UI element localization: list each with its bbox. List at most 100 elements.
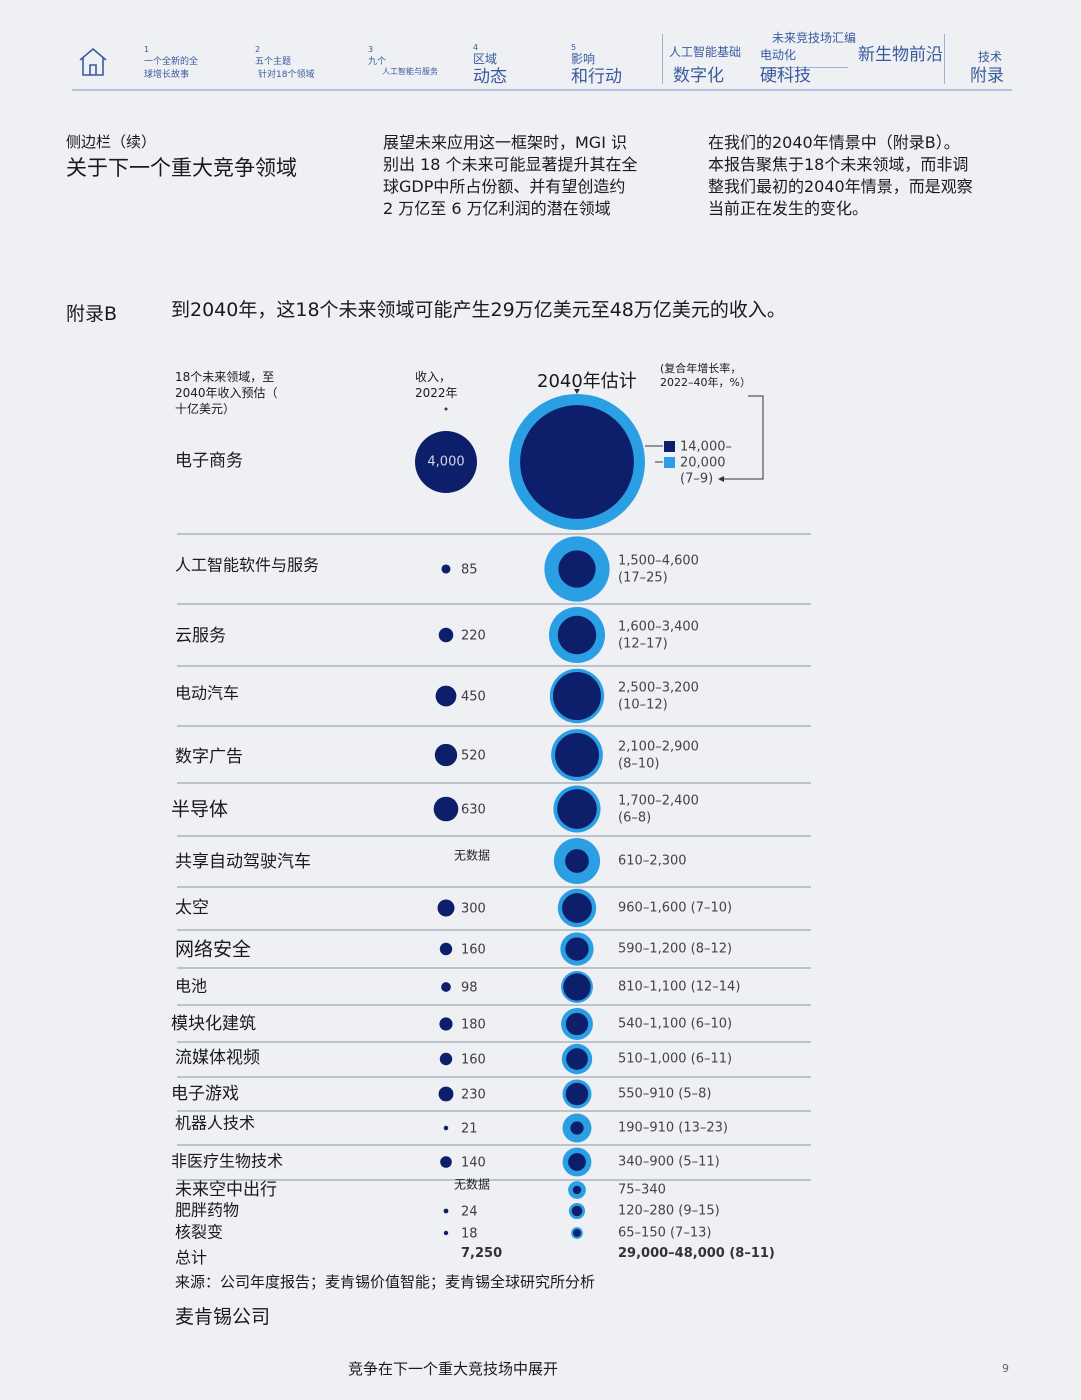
value-label-2022: 85 — [461, 563, 478, 578]
value-label-2022: 4,000 — [427, 455, 464, 470]
row-label: 电动汽车 — [175, 684, 239, 703]
bubble-2040-low — [566, 1048, 588, 1070]
bubble-2040-low — [568, 1153, 586, 1171]
bubble-2022 — [415, 431, 477, 493]
nav-appendix[interactable]: 附录 — [970, 66, 1004, 86]
nav-item-4[interactable]: 4 区域 动态 — [473, 43, 507, 87]
estimate-label: 2,500–3,200 — [618, 681, 699, 696]
legend-low-label: 14,000– — [680, 440, 732, 455]
footer-title: 竞争在下一个重大竞技场中展开 — [348, 1360, 559, 1378]
sidebar-continued-label: 侧边栏（续） — [66, 133, 157, 151]
bubble-2022 — [433, 796, 459, 822]
estimate-label: 510–1,000 (6–11) — [618, 1052, 732, 1067]
value-label-2022: 230 — [461, 1088, 486, 1103]
bubble-2022 — [438, 1086, 454, 1102]
value-label-2022: 630 — [461, 803, 486, 818]
column-header-cagr: (复合年增长率， 2022–40年，%） — [660, 362, 751, 389]
nav-hard-tech[interactable]: 硬科技 — [760, 66, 811, 86]
estimate-label: (17–25) — [618, 571, 668, 586]
bubble-2022 — [439, 942, 453, 956]
row-label: 半导体 — [171, 799, 228, 821]
bubble-2040-low — [571, 1205, 583, 1217]
bubble-2022 — [435, 685, 457, 707]
nav-item-2[interactable]: 2 五个主题 针对18个领域 — [255, 45, 315, 80]
bubble-2022 — [437, 899, 455, 917]
value-label-2022: 140 — [461, 1156, 486, 1171]
estimate-label: 610–2,300 — [618, 854, 687, 869]
estimate-label: 65–150 (7–13) — [618, 1226, 711, 1241]
estimate-label: 2,100–2,900 — [618, 740, 699, 755]
total-label: 总计 — [175, 1248, 208, 1267]
estimate-label: 340–900 (5–11) — [618, 1155, 720, 1170]
bubble-2022 — [443, 1125, 449, 1131]
row-label: 共享自动驾驶汽车 — [175, 852, 311, 872]
bubble-2040-low — [552, 671, 602, 721]
bubble-2040-low — [520, 405, 634, 519]
column-header-2040-estimate: 2040年估计 — [537, 371, 637, 392]
row-label: 流媒体视频 — [175, 1048, 260, 1068]
estimate-label: 75–340 — [618, 1183, 666, 1198]
value-label-2022: 520 — [461, 749, 486, 764]
nav-arena-compilation[interactable]: 未来竞技场汇编 — [772, 31, 857, 45]
nav-ai-foundation[interactable]: 人工智能基础 — [669, 45, 742, 59]
value-label-2022: 160 — [461, 943, 486, 958]
bubble-2040-low — [572, 1185, 582, 1195]
row-label: 人工智能软件与服务 — [175, 556, 319, 575]
row-label: 网络安全 — [175, 939, 251, 961]
nav-underline — [760, 67, 848, 68]
header-pointer — [444, 407, 448, 411]
row-label: 电池 — [175, 977, 207, 996]
bubble-2040-low — [554, 732, 600, 778]
estimate-label: 810–1,100 (12–14) — [618, 980, 740, 995]
bubble-2040-low — [570, 1121, 584, 1135]
row-label: 太空 — [175, 898, 209, 918]
legend-cagr-label: (7–9) — [680, 472, 713, 487]
value-label-2022: 300 — [461, 902, 486, 917]
nav-rule — [72, 89, 1012, 91]
legend-bracket — [722, 395, 764, 480]
bubble-2022 — [434, 743, 458, 767]
nav-item-1[interactable]: 1 一个全新的全 球增长故事 — [144, 45, 199, 80]
row-label: 核裂变 — [175, 1223, 223, 1242]
bubble-2040-low — [573, 1229, 581, 1237]
estimate-label: 960–1,600 (7–10) — [618, 901, 732, 916]
nav-divider — [662, 34, 663, 84]
legend-low-swatch — [664, 441, 675, 452]
bubble-2022 — [441, 982, 451, 992]
intro-paragraph-1: 展望未来应用这一框架时，MGI 识 别出 18 个未来可能显著提升其在全 球GD… — [383, 133, 638, 218]
bubble-2022 — [443, 1208, 449, 1214]
nav-item-5[interactable]: 5 影响 和行动 — [571, 43, 622, 87]
row-label: 未来空中出行 — [175, 1180, 277, 1200]
bubble-2022 — [439, 1017, 453, 1031]
row-label: 模块化建筑 — [171, 1014, 256, 1034]
row-label: 数字广告 — [175, 747, 243, 767]
nav-tech[interactable]: 技术 — [978, 50, 1003, 64]
home-icon[interactable] — [78, 46, 108, 78]
value-label-2022: 21 — [461, 1122, 478, 1137]
bubble-2040-low — [558, 550, 596, 588]
estimate-label: (8–10) — [618, 757, 659, 772]
nav-divider — [944, 34, 945, 84]
value-label-2022: 220 — [461, 629, 486, 644]
bubble-2040-low — [565, 937, 589, 961]
page-number: 9 — [1002, 1362, 1009, 1375]
nav-electrification[interactable]: 电动化 — [760, 48, 797, 62]
bubble-2040-low — [565, 1082, 589, 1106]
total-2040-estimate: 29,000–48,000 (8–11) — [618, 1246, 775, 1261]
row-label: 机器人技术 — [175, 1114, 255, 1133]
nav-bio-frontier[interactable]: 新生物前沿 — [858, 45, 943, 65]
estimate-label: 1,600–3,400 — [618, 620, 699, 635]
row-label: 肥胖药物 — [175, 1201, 239, 1220]
bubble-2040-low — [565, 1012, 589, 1036]
row-label: 电子游戏 — [171, 1084, 239, 1104]
row-label: 非医疗生物技术 — [171, 1152, 283, 1171]
exhibit-title: 到2040年，这18个未来领域可能产生29万亿美元至48万亿美元的收入。 — [171, 299, 786, 321]
nav-item-3[interactable]: 3 九个 人工智能与服务 — [368, 45, 438, 76]
estimate-label: 1,500–4,600 — [618, 554, 699, 569]
nav-digitalization[interactable]: 数字化 — [673, 66, 724, 86]
value-label-2022: 98 — [461, 981, 478, 996]
estimate-label: 550–910 (5–8) — [618, 1087, 711, 1102]
bubble-2022 — [441, 564, 451, 574]
legend-high-label: 20,000 — [680, 456, 726, 471]
